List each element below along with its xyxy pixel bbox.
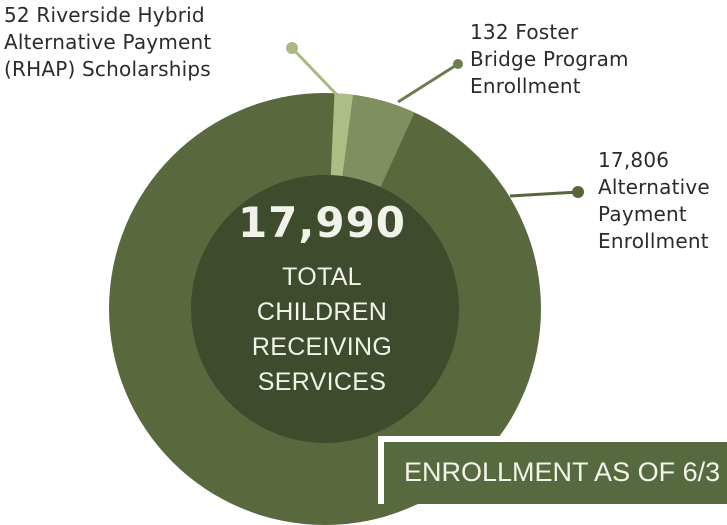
alternative-payment-label: 17,806 Alternative Payment Enrollment (598, 148, 710, 253)
foster-leader-dot (453, 59, 463, 69)
slice-foster-bridge (342, 94, 415, 188)
rhap-scholarships-label: 52 Riverside Hybrid Alternative Payment … (4, 3, 212, 81)
callout-leaders (286, 42, 584, 198)
ap-leader-dot (572, 186, 584, 198)
rhap-leader-dot (286, 42, 298, 54)
foster-bridge-label: 132 Foster Bridge Program Enrollment (470, 20, 629, 98)
ap-leader-line (509, 190, 579, 198)
enrollment-date-banner: ENROLLMENT AS OF 6/3 (378, 436, 727, 504)
slice-rhap-scholarships (330, 93, 354, 177)
foster-leader-line (397, 62, 459, 104)
center-summary: 17,990 TOTAL CHILDREN RECEIVING SERVICES (208, 198, 436, 400)
total-children-number: 17,990 (237, 198, 407, 247)
center-disc (191, 175, 459, 443)
rhap-leader-line (290, 46, 340, 98)
total-children-caption: TOTAL CHILDREN RECEIVING SERVICES (251, 263, 393, 396)
